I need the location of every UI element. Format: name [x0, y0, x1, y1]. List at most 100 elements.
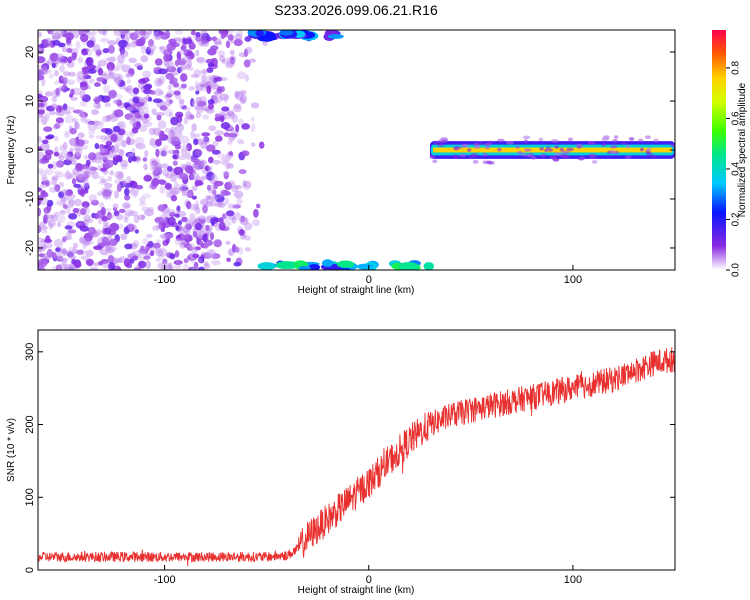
heatmap-cell	[101, 189, 112, 198]
heatmap-cell	[77, 221, 86, 226]
heatmap-cell	[105, 244, 111, 253]
heatmap-cell	[205, 144, 216, 152]
heatmap-cell	[113, 210, 120, 217]
heatmap-cell	[71, 52, 78, 59]
heatmap-cell	[124, 194, 131, 201]
heatmap-cell	[41, 39, 49, 46]
heatmap-cell	[190, 98, 195, 107]
heatmap-cell	[244, 247, 252, 252]
heatmap-cell	[108, 67, 113, 75]
heatmap-cell	[244, 180, 252, 189]
heatmap-cell	[77, 173, 86, 182]
heatmap-cell	[177, 122, 182, 127]
heatmap-cell	[107, 45, 115, 54]
heatmap-cell	[38, 247, 42, 253]
heatmap-cell	[234, 90, 240, 98]
heatmap-cell	[205, 75, 214, 84]
heatmap-cell	[189, 267, 196, 270]
heatmap-cell	[63, 71, 71, 77]
heatmap-cell	[135, 143, 146, 150]
heatmap-cell	[38, 102, 45, 108]
snr-x-axis-label: Height of straight line (km)	[298, 585, 415, 596]
heatmap-cell	[484, 142, 492, 147]
heatmap-cell	[39, 169, 48, 177]
heatmap-cell	[205, 224, 210, 231]
heatmap-cell	[228, 132, 236, 142]
heatmap-cell	[93, 95, 102, 103]
heatmap-cell	[172, 131, 183, 138]
heatmap-cell	[128, 73, 133, 78]
heatmap-cell	[76, 70, 86, 80]
heatmap-cell	[137, 214, 146, 220]
heatmap-cell	[144, 150, 149, 158]
heatmap-cell	[108, 71, 116, 77]
heatmap-cell	[143, 255, 151, 260]
heatmap-cell	[157, 204, 166, 212]
heatmap-region-noise	[38, 30, 268, 270]
heatmap-cell	[219, 158, 227, 165]
heatmap-cell	[576, 145, 582, 149]
heatmap-cell	[97, 217, 103, 225]
heatmap-cell	[164, 233, 174, 239]
heatmap-cell	[131, 127, 139, 134]
heatmap-cell	[61, 189, 70, 197]
heatmap-cell	[212, 149, 221, 155]
heatmap-cell	[232, 204, 241, 209]
heatmap-cell	[141, 206, 150, 212]
heatmap-cell	[238, 118, 244, 125]
heatmap-cell	[114, 179, 122, 184]
heatmap-cell	[41, 66, 48, 71]
heatmap-cell	[198, 80, 208, 88]
heatmap-cell	[231, 216, 237, 224]
heatmap-cell	[76, 139, 85, 147]
heatmap-cell	[521, 153, 527, 157]
heatmap-cell	[104, 102, 111, 107]
heatmap-cell	[66, 251, 74, 258]
heatmap-cell	[223, 214, 229, 221]
heatmap-cell	[160, 214, 170, 219]
heatmap-cell	[145, 260, 152, 269]
heatmap-cell	[119, 30, 129, 34]
heatmap-cell	[176, 51, 182, 60]
heatmap-cell	[183, 258, 189, 264]
heatmap-cell	[38, 69, 47, 76]
heatmap-cell	[208, 156, 214, 164]
heatmap-cell	[119, 46, 125, 55]
heatmap-cell	[625, 144, 631, 149]
heatmap-cell	[80, 188, 86, 197]
heatmap-cell	[468, 154, 476, 159]
heatmap-cell	[227, 140, 233, 145]
heatmap-cell	[155, 248, 164, 257]
heatmap-cell	[228, 114, 236, 120]
heatmap-cell	[166, 209, 176, 215]
heatmap-cell	[226, 210, 235, 217]
heatmap-cell	[223, 191, 231, 196]
heatmap-cell	[115, 149, 125, 155]
heatmap-cell	[60, 76, 69, 82]
heatmap-cell	[207, 62, 215, 67]
heatmap-cell	[51, 62, 56, 68]
heatmap-cell	[57, 263, 66, 270]
heatmap-cell	[55, 247, 61, 252]
heatmap-cell	[163, 108, 173, 117]
heatmap-cell	[38, 73, 44, 81]
heatmap-cell	[179, 65, 184, 73]
heatmap-cell	[218, 221, 226, 231]
heatmap-cell	[201, 218, 206, 224]
heatmap-cell	[206, 249, 215, 258]
heatmap-cell	[100, 207, 106, 216]
y-tick-label: 0	[24, 147, 36, 153]
heatmap-cell	[101, 237, 109, 245]
heatmap-cell	[172, 160, 178, 166]
heatmap-cell	[66, 232, 72, 240]
heatmap-cell	[210, 83, 217, 91]
heatmap-cell	[566, 147, 574, 152]
heatmap-cell	[440, 137, 448, 141]
heatmap-cell	[203, 263, 211, 270]
heatmap-cell	[308, 264, 321, 270]
heatmap-cell	[226, 257, 232, 263]
heatmap-cell	[43, 213, 48, 222]
heatmap-cell	[193, 203, 199, 210]
heatmap-cell	[219, 93, 230, 101]
heatmap-cell	[64, 114, 75, 124]
